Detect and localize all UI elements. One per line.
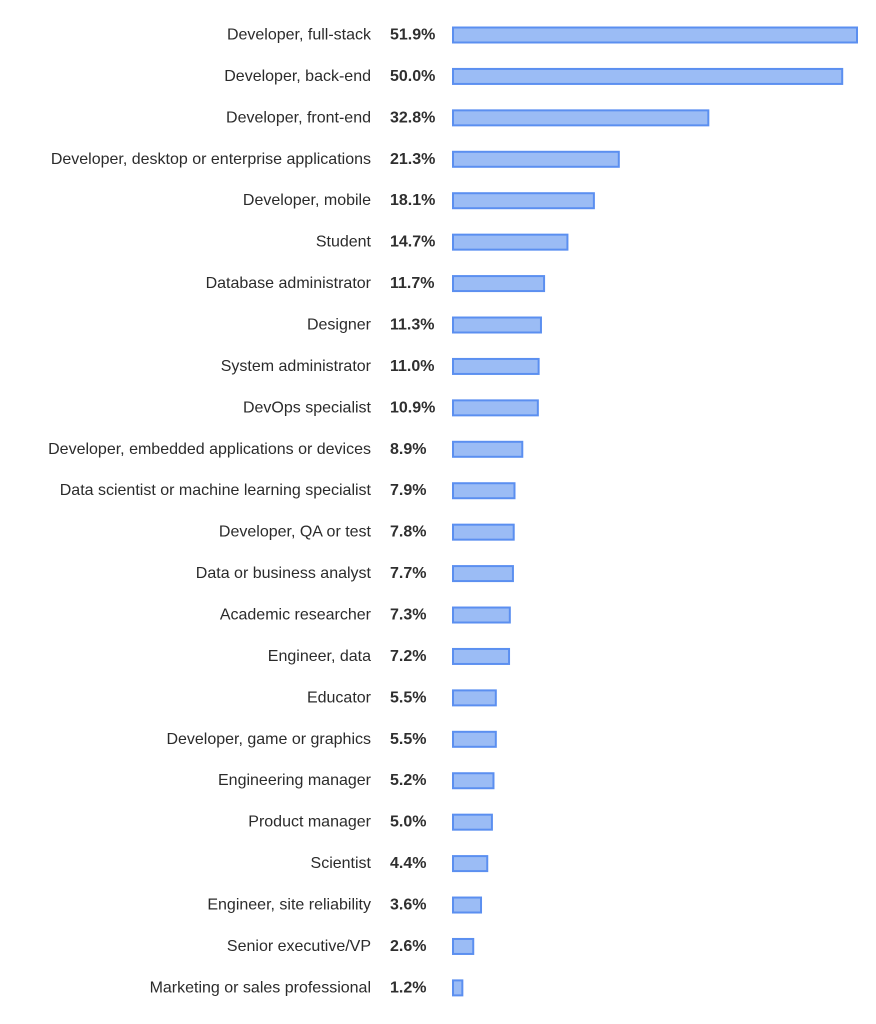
bar (452, 440, 524, 458)
value-label: 5.5% (390, 731, 426, 748)
bar (452, 523, 515, 541)
bar (452, 275, 546, 293)
bar (452, 855, 489, 873)
category-label: Senior executive/VP (227, 938, 371, 955)
bar (452, 565, 514, 583)
value-label: 10.9% (390, 399, 435, 416)
value-label: 7.8% (390, 524, 426, 541)
value-label: 51.9% (390, 27, 435, 44)
value-label: 1.2% (390, 979, 426, 996)
value-label: 5.2% (390, 772, 426, 789)
bar (452, 896, 483, 914)
category-label: Educator (307, 689, 372, 706)
bar (452, 192, 595, 210)
bar (452, 813, 493, 831)
category-label: Developer, full-stack (227, 27, 372, 44)
category-label: Scientist (311, 855, 372, 872)
bar (452, 689, 497, 707)
category-label: Data scientist or machine learning speci… (60, 482, 372, 499)
bar (452, 606, 511, 624)
category-label: Developer, back-end (224, 68, 371, 85)
bar (452, 937, 475, 955)
value-label: 7.3% (390, 607, 426, 624)
bar (452, 979, 464, 997)
bar (452, 772, 495, 790)
bar (452, 150, 620, 168)
category-label: Student (316, 234, 372, 251)
bar (452, 316, 542, 334)
value-label: 4.4% (390, 855, 426, 872)
value-label: 50.0% (390, 68, 435, 85)
value-label: 11.0% (390, 358, 434, 375)
category-label: Developer, embedded applications or devi… (48, 441, 371, 458)
value-label: 11.3% (390, 317, 434, 334)
category-label: Engineer, data (268, 648, 371, 665)
category-label: Developer, desktop or enterprise applica… (51, 151, 371, 168)
bar (452, 109, 710, 127)
category-label: Developer, mobile (243, 192, 371, 209)
category-label: DevOps specialist (243, 399, 372, 416)
value-label: 2.6% (390, 938, 426, 955)
value-label: 3.6% (390, 897, 426, 914)
bar (452, 26, 858, 44)
value-label: 5.0% (390, 814, 426, 831)
bar (452, 730, 497, 748)
value-label: 8.9% (390, 441, 426, 458)
category-label: Developer, front-end (226, 109, 371, 126)
category-label: Engineering manager (218, 772, 372, 789)
category-label: Marketing or sales professional (150, 979, 371, 996)
value-label: 21.3% (390, 151, 435, 168)
value-label: 7.7% (390, 565, 426, 582)
bar (452, 357, 540, 375)
bar (452, 233, 569, 251)
value-label: 7.2% (390, 648, 426, 665)
bar (452, 647, 511, 665)
category-label: Data or business analyst (196, 565, 372, 582)
category-label: Developer, QA or test (219, 524, 372, 541)
category-label: Database administrator (206, 275, 372, 292)
bar (452, 482, 516, 500)
value-label: 18.1% (390, 192, 435, 209)
value-label: 7.9% (390, 482, 426, 499)
category-label: Engineer, site reliability (207, 897, 371, 914)
value-label: 11.7% (390, 275, 434, 292)
chart-rows: Developer, full-stack 51.9% Developer, bac… (48, 26, 858, 997)
bar (452, 399, 539, 417)
bar (452, 67, 844, 85)
category-label: Developer, game or graphics (166, 731, 371, 748)
category-label: Product manager (248, 814, 371, 831)
value-label: 14.7% (390, 234, 435, 251)
value-label: 32.8% (390, 109, 435, 126)
category-label: Academic researcher (220, 607, 372, 624)
category-label: Designer (307, 317, 372, 334)
category-label: System administrator (221, 358, 372, 375)
value-label: 5.5% (390, 689, 426, 706)
